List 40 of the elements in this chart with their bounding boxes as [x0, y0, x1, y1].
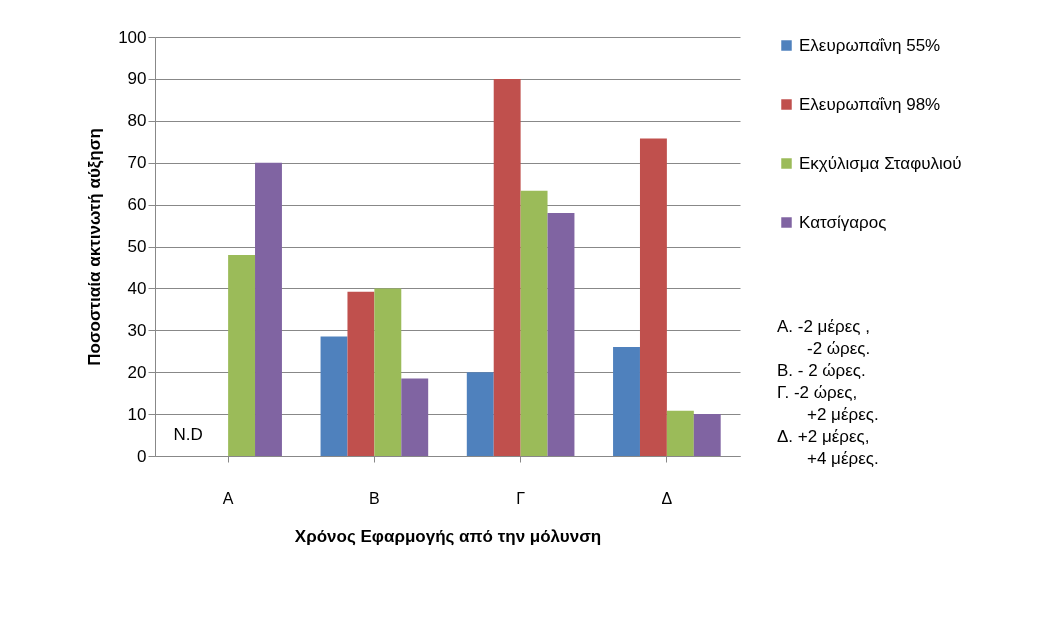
- bar: [374, 288, 402, 456]
- y-axis-title: Ποσοστιαία ακτινωτή αύξηση: [85, 128, 105, 366]
- bar: [613, 347, 640, 456]
- legend-label: Εκχύλισμα Σταφυλιού: [799, 153, 962, 173]
- bar: [520, 190, 548, 456]
- y-tick-label: 100: [118, 27, 147, 47]
- x-tick-label: Γ: [516, 489, 526, 507]
- y-tick-label: 10: [127, 404, 147, 424]
- bar: [547, 212, 575, 456]
- bar: [228, 254, 256, 456]
- bar: [255, 162, 282, 456]
- bar: [347, 291, 375, 456]
- y-tick-label: 60: [127, 195, 147, 215]
- legend-label: Ελευρωπαΐνη 98%: [799, 94, 941, 114]
- bar: [401, 378, 429, 456]
- y-tick-label: 90: [127, 69, 147, 89]
- bar: [320, 336, 348, 456]
- x-axis-title: Χρόνος Εφαρμογής από την μόλυνση: [294, 526, 602, 546]
- bar: [639, 138, 667, 456]
- annotation: N.D: [173, 425, 203, 445]
- text: Α. -2 μέρες , -2 ώρες.: [777, 317, 871, 358]
- y-tick-label: 30: [127, 320, 147, 340]
- y-tick-label: 80: [127, 111, 147, 131]
- x-tick-label: Β: [369, 489, 380, 507]
- x-tick-label: Α: [222, 489, 234, 507]
- bar: [693, 414, 721, 456]
- bar: [666, 410, 694, 456]
- text: Γ. -2 ώρες, +2 μέρες.: [777, 383, 879, 424]
- y-tick-label: 50: [127, 237, 147, 256]
- y-tick-label: 40: [127, 278, 147, 298]
- text: Δ. +2 μέρες, +4 μέρες.: [777, 427, 879, 468]
- y-tick-label: 0: [137, 446, 147, 466]
- legend-label: Ελευρωπαΐνη 55%: [799, 35, 941, 55]
- bar: [493, 78, 521, 456]
- bar: [466, 372, 494, 456]
- y-tick-label: 20: [127, 362, 147, 382]
- x-tick-label: Δ: [661, 489, 673, 507]
- y-tick-label: 70: [127, 153, 147, 173]
- legend-label: Κατσίγαρος: [799, 212, 887, 232]
- text: Β. - 2 ώρες.: [777, 361, 866, 380]
